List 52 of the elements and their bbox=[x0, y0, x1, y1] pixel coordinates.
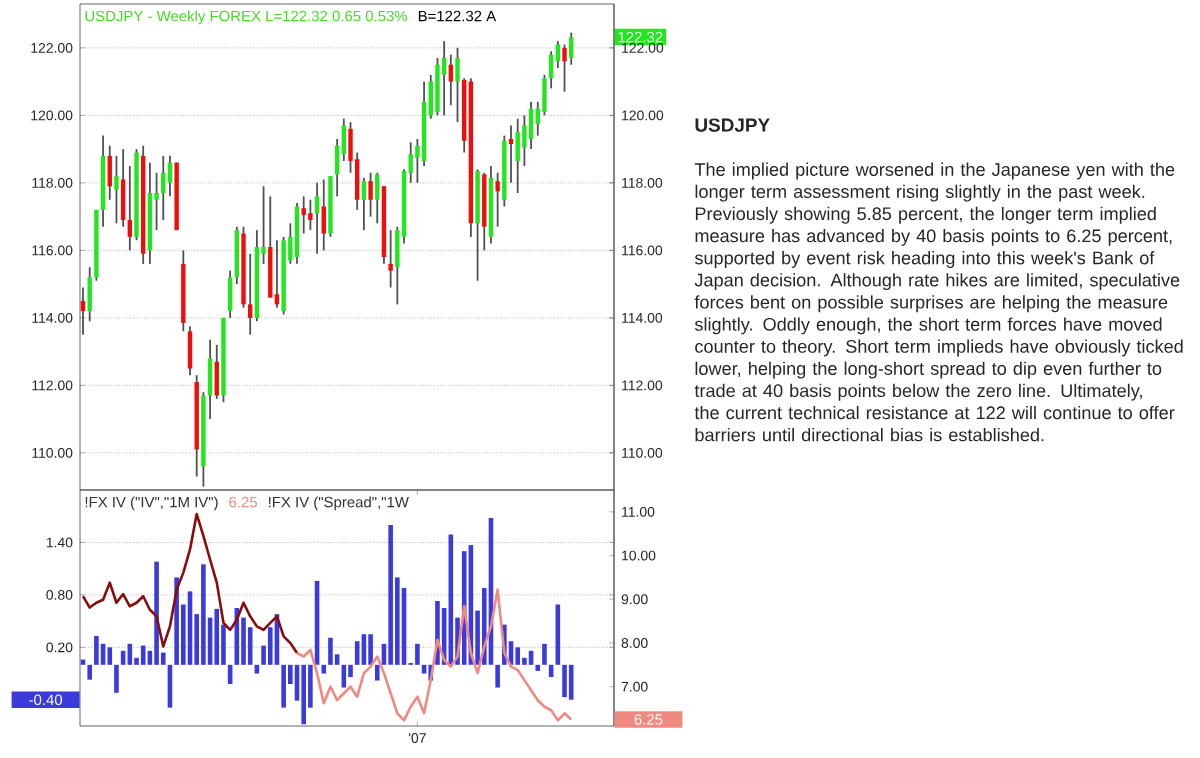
bar bbox=[321, 664, 327, 674]
candlestick bbox=[187, 325, 193, 377]
bar bbox=[328, 637, 333, 665]
candlestick bbox=[114, 154, 119, 225]
bar bbox=[562, 664, 567, 698]
text: USDJPY bbox=[695, 118, 770, 132]
line-series bbox=[81, 512, 299, 655]
candlestick bbox=[227, 269, 233, 319]
bar bbox=[114, 664, 119, 693]
bar bbox=[254, 664, 260, 674]
bar bbox=[515, 647, 521, 665]
bar bbox=[281, 664, 286, 708]
bar bbox=[388, 524, 393, 665]
candlestick bbox=[495, 171, 500, 228]
bar bbox=[535, 664, 541, 671]
candlestick bbox=[314, 181, 320, 255]
bar bbox=[542, 643, 547, 665]
bar bbox=[421, 664, 427, 674]
bar bbox=[495, 664, 500, 688]
candlestick bbox=[161, 154, 166, 221]
candlestick bbox=[361, 176, 367, 232]
bar bbox=[368, 634, 373, 665]
candlestick bbox=[569, 31, 574, 66]
text: The implied picture worsened in the Japanese yen with the longer term assessment rising slightly in the past week. Previously showing 5.85 percent, the longer term implied measure has advanced by 40 basis points to 6.25 percent, supported by event risk heading into this week's Bank of Japan decision. Although rate hikes are limited, speculative forces bent on possible surprises are helping the measure slightly. Oddly enough, the short term forces have moved counter to theory. Short term implieds have obviously ticked lower, helping the long-short spread to dip even further to trade at 40 basis points below the zero line. Ultimately, the current technical resistance at 122 will continue to offer barriers until directional bias is established. bbox=[694, 162, 1183, 442]
candlestick bbox=[528, 100, 534, 151]
candlestick bbox=[214, 343, 219, 400]
candlestick bbox=[120, 148, 126, 228]
candlestick bbox=[301, 195, 306, 235]
candlestick bbox=[127, 165, 133, 252]
bar bbox=[107, 647, 113, 665]
candlestick bbox=[167, 154, 173, 198]
candlestick bbox=[107, 144, 112, 201]
candlestick bbox=[508, 124, 514, 184]
candlestick bbox=[448, 53, 454, 107]
bar bbox=[214, 608, 220, 665]
bar bbox=[140, 645, 146, 665]
candlestick bbox=[441, 40, 447, 117]
bar bbox=[201, 564, 206, 665]
candlestick bbox=[375, 171, 380, 225]
bar bbox=[415, 643, 420, 665]
bar bbox=[154, 561, 159, 665]
bar bbox=[87, 664, 92, 680]
bar bbox=[374, 664, 380, 681]
candlestick bbox=[368, 171, 373, 218]
bar bbox=[301, 664, 306, 725]
bar bbox=[354, 641, 360, 665]
candlestick bbox=[234, 225, 240, 286]
candlestick bbox=[555, 40, 561, 70]
candlestick bbox=[515, 117, 520, 194]
bar bbox=[568, 664, 574, 700]
bar bbox=[94, 635, 99, 665]
candlestick bbox=[321, 178, 326, 252]
